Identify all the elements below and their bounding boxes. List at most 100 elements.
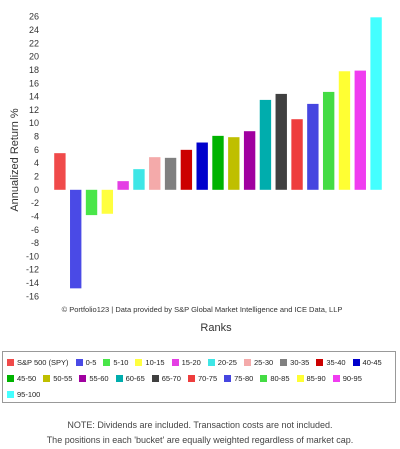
legend-swatch	[260, 374, 268, 382]
legend-item: 45-50	[7, 370, 36, 386]
legend-item: 90-95	[332, 370, 362, 386]
y-tick-label: 10	[29, 118, 39, 128]
legend-label: 45-50	[17, 373, 37, 383]
bar-3	[101, 189, 114, 214]
note-dividends: NOTE: Dividends are included. Transactio…	[67, 420, 333, 430]
legend-item: 70-75	[187, 370, 218, 386]
bar-10	[212, 135, 224, 190]
legend-label: 55-60	[89, 373, 109, 383]
y-axis-title: Annualized Return %	[9, 108, 21, 212]
y-axis: -16-14-12-10-8-6-4-202468101214161820222…	[26, 12, 39, 302]
bar-18	[338, 71, 351, 190]
chart-area: -16 -14 -12 -10 -8 -6 -4 -2 0 2 4 6 8 10 12 14 16 18 20 22 2…	[9, 12, 382, 334]
legend-label: 15-20	[181, 357, 201, 367]
y-tick-label: -12	[26, 265, 39, 275]
y-tick-label: 6	[34, 145, 39, 155]
legend-label: 65-70	[161, 373, 181, 383]
legend-swatch	[243, 358, 251, 366]
legend-item: 65-70	[151, 370, 181, 386]
chart-credit: © Portfolio123 | Data provided by S&P Gl…	[62, 305, 343, 314]
legend-swatch	[316, 358, 324, 366]
y-tick-label: -16	[26, 291, 39, 301]
legend-item: 95-100	[7, 386, 40, 402]
bar-1	[70, 189, 82, 289]
legend-label: 25-30	[253, 357, 274, 367]
legend-label: 20-25	[217, 357, 237, 367]
y-tick-label: 2	[34, 171, 39, 181]
legend-swatch	[135, 358, 143, 366]
bar-5	[133, 169, 145, 190]
legend-item: 40-45	[352, 354, 382, 370]
legend-label: 90-95	[342, 373, 362, 383]
legend-swatch	[79, 374, 87, 382]
bar-4	[117, 181, 129, 190]
legend-label: 40-45	[362, 357, 382, 367]
chart-legend: S&P 500 (SPY) 0-5 5-10 10-15 15-20 20-25 25-30…	[2, 351, 396, 403]
y-tick-label: -14	[26, 278, 39, 288]
legend-label: 5-10	[113, 357, 129, 367]
legend-label: 85-90	[306, 373, 326, 383]
legend-label: S&P 500 (SPY)	[17, 357, 69, 367]
bar-chart: -16-14-12-10-8-6-4-202468101214161820222…	[9, 12, 382, 334]
y-tick-label: 0	[34, 185, 39, 195]
bar-7	[164, 157, 177, 190]
y-tick-label: 12	[29, 105, 39, 115]
bar-14	[275, 93, 287, 190]
y-tick-label: -4	[31, 211, 39, 221]
bar-6	[149, 157, 161, 190]
y-tick-label: 14	[29, 92, 39, 102]
legend-swatch	[43, 374, 51, 382]
y-tick-label: 8	[34, 132, 39, 142]
legend-item: 85-90	[296, 370, 326, 386]
legend-item: 5-10	[103, 354, 128, 370]
y-tick-label: -2	[31, 198, 39, 208]
legend-swatch	[75, 358, 83, 366]
legend-swatch	[7, 358, 14, 366]
legend-swatch	[352, 358, 360, 366]
legend-swatch	[7, 374, 14, 382]
legend-label: 80-85	[270, 373, 290, 383]
bar-0	[54, 153, 66, 190]
legend-item: 25-30	[243, 354, 274, 370]
legend-item: 10-15	[135, 354, 165, 370]
legend-item: 75-80	[224, 370, 253, 386]
legend-swatch	[332, 374, 340, 382]
y-tick-label: 16	[29, 78, 39, 88]
legend-item: 80-85	[260, 370, 290, 386]
legend-item: 35-40	[316, 354, 346, 370]
legend-item: 55-60	[79, 370, 109, 386]
bar-16	[307, 103, 319, 190]
y-tick-label: 24	[29, 25, 39, 35]
bar-12	[243, 131, 256, 190]
legend-swatch	[151, 374, 159, 382]
legend-swatch	[103, 358, 111, 366]
legend-item: 0-5	[75, 354, 97, 370]
legend-label: 70-75	[197, 373, 218, 383]
bar-9	[196, 142, 208, 190]
legend-item: 15-20	[171, 354, 201, 370]
y-tick-label: 20	[29, 52, 39, 62]
x-axis-title: Ranks	[200, 322, 232, 334]
y-tick-label: -8	[31, 238, 39, 248]
legend-item: 20-25	[207, 354, 237, 370]
legend-swatch	[224, 374, 232, 382]
bar-11	[228, 137, 240, 190]
legend-swatch	[171, 358, 179, 366]
y-tick-label: -10	[26, 251, 39, 261]
bar-2	[85, 189, 98, 216]
bar-8	[180, 149, 193, 190]
y-tick-label: -6	[31, 225, 39, 235]
bars-group	[54, 17, 382, 289]
bar-15	[291, 119, 303, 190]
legend-label: 30-35	[290, 357, 310, 367]
legend-item: S&P 500 (SPY)	[7, 354, 69, 370]
bar-20	[370, 17, 382, 190]
legend-label: 95-100	[17, 389, 41, 399]
y-tick-label: 22	[29, 38, 39, 48]
bar-19	[354, 70, 366, 190]
legend-label: 50-55	[53, 373, 73, 383]
bar-17	[322, 91, 335, 190]
legend-swatch	[207, 358, 215, 366]
legend-label: 75-80	[234, 373, 254, 383]
legend-label: 0-5	[85, 357, 97, 367]
